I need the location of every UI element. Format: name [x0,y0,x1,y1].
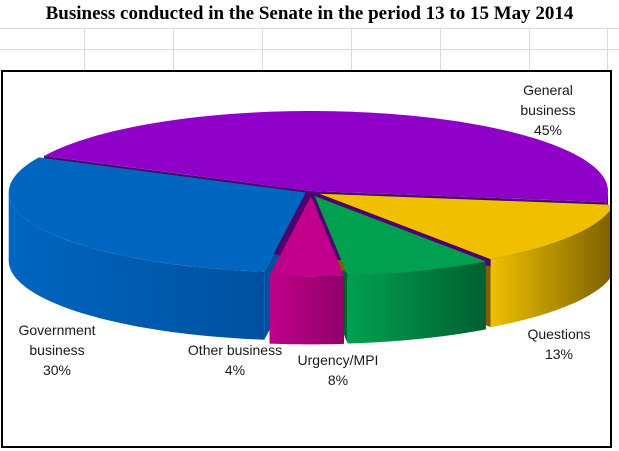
slice-label-line: Questions [527,326,591,342]
slice-label-line: business [29,342,85,358]
slice-label-line: Government [18,322,96,338]
slice-percent-label: 4% [224,362,246,378]
pie-slice-government-business [8,157,306,272]
chart-area: General business 45% Questions 13% Urgency/MP… [1,70,612,448]
slice-label-line: business [520,102,576,118]
pie-slice-side-other-business [269,275,344,345]
slice-percent-label: 8% [327,372,349,388]
slice-label-line: Urgency/MPI [297,352,379,368]
slice-percent-label: 45% [533,122,563,138]
pie-slice-urgency-mpi [314,196,486,276]
slice-percent-label: 30% [42,362,72,378]
slice-percent-label: 13% [544,346,574,362]
chart-title: Business conducted in the Senate in the … [45,3,574,24]
pie-chart [8,111,610,345]
pie-slice-general-business [44,111,609,203]
pie-slice-side-questions [490,210,610,328]
slice-label-urgency-mpi: Urgency/MPI 8% [298,350,379,390]
pie-slice-questions [319,193,610,260]
slice-label-line: General [523,82,573,98]
slice-label-government-business: Government business 30% [18,320,95,380]
slice-label-questions: Questions 13% [527,324,590,364]
slice-label-other-business: Other business 4% [188,340,282,380]
pie-slice-other-business [269,196,344,277]
slice-label-general-business: General business 45% [520,80,575,140]
pie-slice-side-urgency-mpi [347,261,486,344]
pie-slice-side-government-business [8,191,265,340]
slice-label-line: Other business [187,342,283,358]
